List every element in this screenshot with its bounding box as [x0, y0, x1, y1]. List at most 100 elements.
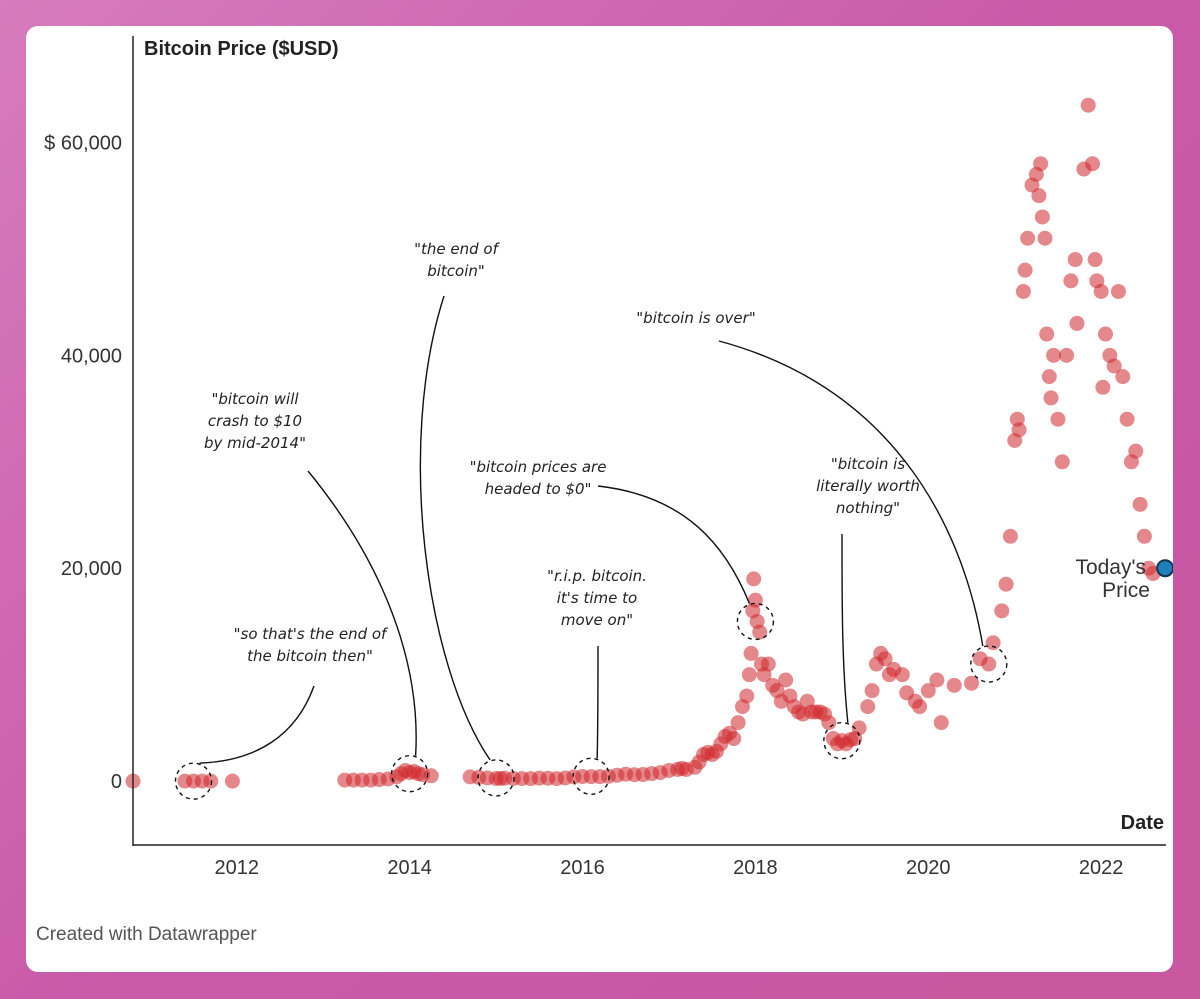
data-point: [739, 688, 755, 704]
data-point: [760, 656, 776, 672]
annotation-text-line: by mid-2014": [204, 434, 306, 452]
annotation-connector-line: [596, 645, 599, 759]
data-point: [851, 720, 867, 736]
data-point: [1097, 326, 1113, 342]
annotation-text-line: move on": [561, 611, 633, 629]
x-axis-title: Date: [1121, 812, 1164, 834]
data-point: [1093, 283, 1109, 299]
data-point: [423, 768, 439, 784]
x-tick-label: 2022: [1079, 857, 1124, 879]
data-point: [1128, 443, 1144, 459]
data-point: [1020, 230, 1036, 246]
x-tick-label: 2016: [560, 857, 605, 879]
data-point: [1050, 411, 1066, 427]
y-tick-label: 0: [111, 771, 122, 793]
annotation-text-line: it's time to: [557, 589, 637, 607]
annotation-highlight-circle: [174, 762, 213, 800]
data-point: [1110, 283, 1126, 299]
annotation-connector-line: [718, 340, 984, 647]
annotation-text-line: the bitcoin then": [247, 647, 373, 665]
chart-card: "so that's the end of the bitcoin then" "b…: [26, 26, 1173, 972]
annotation-text-line: "so that's the end of: [234, 625, 389, 643]
data-point: [981, 656, 997, 672]
points-layer: [125, 97, 1161, 789]
annotation-text-line: "r.i.p. bitcoin.: [547, 567, 647, 585]
annotation-highlight-circle: [736, 602, 775, 641]
data-point: [752, 624, 768, 640]
x-tick-label: 2018: [733, 857, 778, 879]
data-point: [1017, 262, 1033, 278]
data-point: [1046, 347, 1062, 363]
annotation-connector-line: [841, 533, 849, 723]
annotation-highlight-circle: [970, 645, 1008, 683]
data-point: [726, 731, 742, 747]
data-point: [964, 675, 980, 691]
y-axis-title: Bitcoin Price ($USD): [144, 38, 338, 60]
annotation-text-line: bitcoin": [427, 262, 485, 280]
data-point: [1115, 369, 1131, 385]
annotation-connector-line: [419, 295, 491, 761]
data-point: [1119, 411, 1135, 427]
annotation-layer: "so that's the end of the bitcoin then" "b…: [174, 240, 1173, 800]
data-point: [912, 699, 928, 715]
data-point: [933, 715, 949, 731]
ticks-layer: 2012 2014 2016 2018 2020 2022 0 20,000 40,000 $ 6…: [44, 132, 1123, 879]
data-point: [994, 603, 1010, 619]
data-point: [778, 672, 794, 688]
data-point: [203, 773, 219, 789]
data-point: [1067, 252, 1083, 268]
annotation-text-line: "the end of: [414, 240, 500, 258]
annotation-text-line: "bitcoin is over": [636, 309, 755, 327]
data-point: [1080, 97, 1096, 113]
data-point: [1106, 358, 1122, 374]
today-price-marker: [1156, 559, 1173, 578]
data-point: [1087, 252, 1103, 268]
annotation-text-line: "bitcoin is: [831, 455, 906, 473]
data-point: [1034, 209, 1050, 225]
data-point: [1037, 230, 1053, 246]
y-tick-label: $ 60,000: [44, 132, 122, 154]
data-point: [821, 715, 837, 731]
today-price-label-2: Price: [1102, 579, 1150, 602]
data-point: [1085, 156, 1101, 172]
x-tick-label: 2014: [387, 857, 432, 879]
data-point: [1059, 347, 1075, 363]
annotation-highlight-circle: [477, 759, 515, 797]
bitcoin-price-chart: "so that's the end of the bitcoin then" "b…: [44, 36, 1173, 879]
x-tick-label: 2012: [214, 857, 259, 879]
data-point: [1031, 188, 1047, 204]
data-point: [1015, 283, 1031, 299]
data-point: [877, 651, 893, 667]
annotation-connector-line: [597, 485, 751, 604]
footer-credit: Created with Datawrapper: [36, 924, 257, 945]
data-point: [746, 571, 762, 587]
data-point: [1039, 326, 1055, 342]
x-tick-label: 2020: [906, 857, 951, 879]
data-point: [929, 672, 945, 688]
data-point: [1011, 422, 1027, 438]
data-point: [1041, 369, 1057, 385]
annotation-text-line: "bitcoin prices are: [470, 458, 607, 476]
data-point: [1054, 454, 1070, 470]
data-point: [946, 677, 962, 693]
annotation-text-line: literally worth: [816, 477, 920, 495]
annotation-highlight-circle: [572, 757, 610, 796]
annotation-highlight-circle: [823, 721, 861, 760]
data-point: [1136, 528, 1152, 544]
annotation-text-line: "bitcoin will: [211, 390, 299, 408]
data-point: [1033, 156, 1049, 172]
data-point: [920, 683, 936, 699]
data-point: [1063, 273, 1079, 289]
y-tick-label: 40,000: [61, 345, 122, 367]
data-point: [860, 699, 876, 715]
data-point: [864, 683, 880, 699]
annotation-connector-line: [307, 470, 417, 756]
annotation-connector-line: [199, 685, 315, 764]
data-point: [741, 667, 757, 683]
data-point: [998, 576, 1014, 592]
today-price-label: Today's: [1075, 556, 1146, 579]
data-point: [743, 645, 759, 661]
data-point: [985, 635, 1001, 651]
annotation-text-line: headed to $0": [485, 480, 592, 498]
annotation-text-line: crash to $10: [208, 412, 302, 430]
